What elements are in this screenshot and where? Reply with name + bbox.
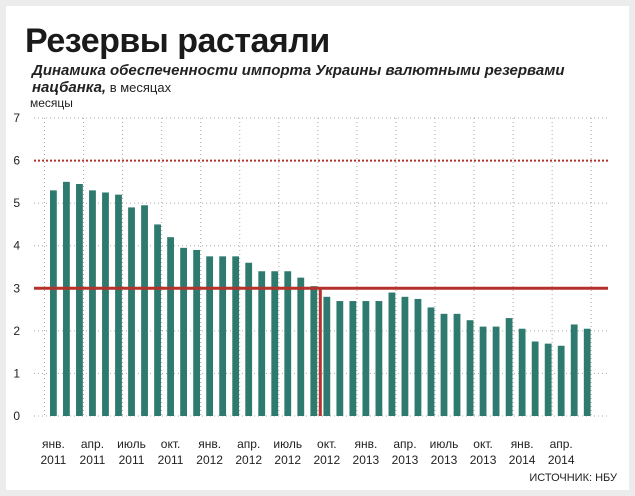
y-tick-label: 5 bbox=[13, 196, 20, 210]
bar bbox=[271, 271, 279, 416]
chart-title: Резервы растаяли bbox=[25, 22, 330, 60]
bar bbox=[349, 301, 357, 416]
bar bbox=[297, 277, 305, 416]
bar bbox=[206, 256, 214, 416]
x-tick-label-month: июль bbox=[117, 437, 146, 451]
bar bbox=[102, 192, 109, 416]
bar bbox=[284, 271, 292, 416]
x-tick-label-year: 2014 bbox=[548, 453, 575, 467]
x-tick-label-year: 2014 bbox=[509, 453, 536, 467]
bar bbox=[336, 301, 344, 416]
x-tick-label-month: апр. bbox=[550, 437, 573, 451]
x-tick-label-year: 2013 bbox=[431, 453, 458, 467]
bar bbox=[167, 237, 174, 416]
bar bbox=[466, 320, 474, 416]
bar bbox=[323, 296, 331, 416]
bar bbox=[440, 313, 448, 416]
bar bbox=[232, 256, 240, 416]
x-tick-label-month: янв. bbox=[42, 437, 65, 451]
bar bbox=[427, 307, 435, 416]
x-tick-label-month: окт. bbox=[161, 437, 181, 451]
bar bbox=[89, 190, 96, 416]
y-tick-label: 1 bbox=[13, 366, 20, 380]
bar bbox=[544, 343, 552, 416]
x-tick-label-year: 2012 bbox=[274, 453, 301, 467]
x-tick-label-month: июль bbox=[273, 437, 302, 451]
bar bbox=[258, 271, 266, 416]
bar bbox=[557, 345, 565, 416]
x-tick-label-month: янв. bbox=[354, 437, 377, 451]
bar bbox=[518, 328, 526, 416]
bar bbox=[154, 224, 161, 416]
y-tick-label: 6 bbox=[13, 154, 20, 168]
bar bbox=[245, 262, 253, 416]
source-note: ИСТОЧНИК: НБУ bbox=[529, 472, 617, 484]
y-tick-label: 7 bbox=[13, 111, 20, 125]
bar bbox=[193, 249, 201, 416]
bar bbox=[388, 292, 396, 416]
x-tick-label-year: 2011 bbox=[40, 453, 66, 467]
y-tick-label: 4 bbox=[13, 239, 20, 253]
bar bbox=[531, 341, 539, 416]
x-tick-label-month: окт. bbox=[317, 437, 337, 451]
y-tick-label: 2 bbox=[13, 324, 20, 338]
x-tick-label-month: янв. bbox=[198, 437, 221, 451]
x-tick-label-year: 2012 bbox=[196, 453, 223, 467]
bar bbox=[583, 328, 591, 416]
bar bbox=[128, 207, 135, 416]
x-tick-label-month: апр. bbox=[237, 437, 260, 451]
x-tick-label-month: апр. bbox=[81, 437, 104, 451]
bar bbox=[505, 318, 513, 416]
bar bbox=[414, 298, 422, 416]
bar bbox=[115, 194, 122, 416]
y-tick-label: 3 bbox=[13, 281, 20, 295]
x-tick-label-year: 2012 bbox=[313, 453, 340, 467]
y-axis-unit-label: месяцы bbox=[30, 96, 73, 110]
y-tick-label: 0 bbox=[13, 409, 20, 423]
bar bbox=[453, 313, 461, 416]
bar bbox=[570, 324, 578, 416]
x-tick-label-month: июль bbox=[430, 437, 459, 451]
bar bbox=[219, 256, 227, 416]
bar bbox=[375, 301, 383, 416]
x-tick-label-month: апр. bbox=[393, 437, 416, 451]
bar bbox=[50, 190, 57, 416]
x-tick-label-month: окт. bbox=[473, 437, 493, 451]
x-tick-label-year: 2011 bbox=[80, 453, 106, 467]
bar bbox=[76, 183, 83, 416]
subtitle-text: Динамика обеспеченности импорта Украины … bbox=[32, 62, 565, 96]
x-tick-label-year: 2013 bbox=[470, 453, 497, 467]
x-tick-label-year: 2012 bbox=[235, 453, 262, 467]
bar bbox=[492, 326, 500, 416]
bar bbox=[401, 296, 409, 416]
chart-subtitle: Динамика обеспеченности импорта Украины … bbox=[32, 62, 592, 96]
x-tick-label-year: 2013 bbox=[353, 453, 380, 467]
bar bbox=[63, 181, 70, 416]
bar bbox=[479, 326, 487, 416]
bar bbox=[362, 301, 370, 416]
subtitle-unit: в месяцах bbox=[106, 80, 172, 95]
x-tick-label-month: янв. bbox=[511, 437, 534, 451]
x-tick-label-year: 2011 bbox=[158, 453, 184, 467]
x-tick-label-year: 2011 bbox=[119, 453, 145, 467]
bar bbox=[141, 205, 148, 416]
x-tick-label-year: 2013 bbox=[392, 453, 419, 467]
bar bbox=[180, 247, 187, 416]
bar bbox=[310, 286, 318, 416]
